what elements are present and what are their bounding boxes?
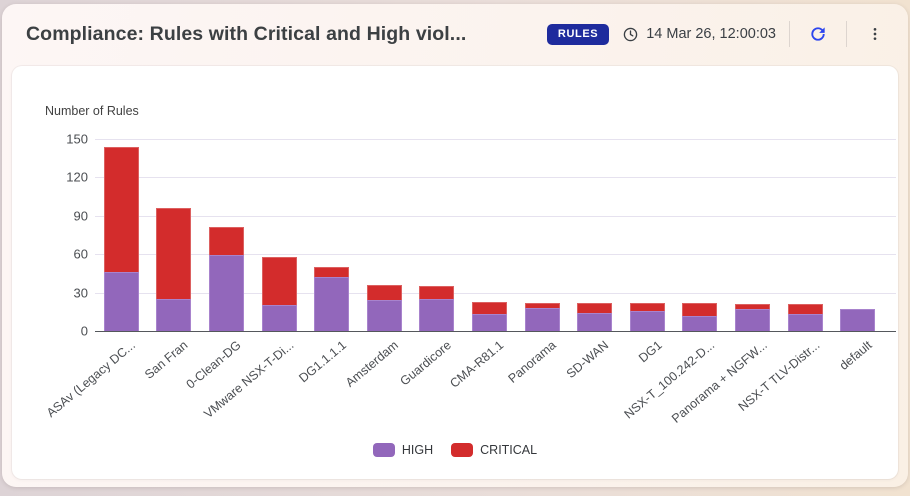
bar-segment-critical[interactable] (209, 227, 244, 256)
timestamp-text: 14 Mar 26, 12:00:03 (646, 26, 776, 42)
x-axis-label-text: DG1.1.1.1 (296, 338, 349, 386)
gridline (95, 215, 896, 217)
y-tick-label: 0 (80, 323, 88, 339)
gridline (95, 177, 896, 179)
y-tick-label: 30 (73, 285, 88, 301)
bar-segment-critical[interactable] (261, 256, 297, 306)
bar-segment-high[interactable] (261, 305, 297, 331)
bar-segment-high[interactable] (577, 313, 613, 331)
bar-segment-high[interactable] (314, 277, 350, 331)
bar-segment-high[interactable] (209, 255, 244, 331)
x-axis-label-text: CMA-R81.1 (447, 338, 507, 391)
x-axis-label-text: SD-WAN (564, 338, 612, 382)
divider (789, 21, 790, 47)
stacked-bar-chart: 0 30 60 90 120 150 ASAv (Legacy DC... San Fran 0… (12, 66, 898, 479)
bar-segment-high[interactable] (787, 314, 823, 331)
widget-title: Compliance: Rules with Critical and High… (26, 22, 467, 45)
bar-segment-high[interactable] (472, 314, 507, 331)
legend-swatch-critical (451, 443, 474, 457)
bar-segment-critical[interactable] (577, 302, 613, 314)
chart-panel: Number of Rules 0 30 60 90 120 150 ASAv (Legac… (12, 66, 898, 479)
x-axis-label-text: San Fran (142, 338, 191, 382)
bar-segment-critical[interactable] (314, 267, 350, 278)
clock-icon (622, 26, 639, 43)
kebab-menu-button[interactable] (860, 19, 890, 49)
y-tick-label: 60 (73, 246, 88, 262)
kebab-menu-icon (867, 25, 883, 43)
x-axis-label-text: Amsterdam (343, 338, 402, 390)
refresh-button[interactable] (803, 19, 833, 49)
widget-card: Compliance: Rules with Critical and High… (2, 4, 908, 487)
rules-badge: RULES (546, 23, 610, 45)
x-axis-label-text: ASAv (Legacy DC... (44, 338, 139, 421)
x-axis-label-text: NSX-T_100.242-D... (621, 338, 717, 422)
x-axis-label-text: Panorama (505, 338, 560, 386)
chart-legend: HIGH CRITICAL (12, 443, 898, 457)
bar-segment-critical[interactable] (156, 208, 192, 299)
x-axis-label-text: default (836, 338, 875, 373)
legend-item-critical[interactable]: CRITICAL (451, 443, 537, 457)
bar-segment-high[interactable] (524, 307, 560, 331)
x-axis-label-text: DG1 (635, 338, 665, 366)
bar-segment-high[interactable] (840, 309, 876, 331)
bar-segment-high[interactable] (419, 299, 455, 331)
bar-segment-critical[interactable] (366, 284, 402, 301)
bar-segment-high[interactable] (629, 310, 665, 331)
x-axis-line (95, 331, 896, 332)
legend-item-high[interactable]: HIGH (372, 443, 434, 457)
y-tick-label: 120 (66, 169, 88, 185)
divider (846, 21, 847, 47)
y-tick-label: 150 (66, 131, 88, 147)
legend-swatch-high (372, 443, 395, 457)
bar-segment-critical[interactable] (524, 302, 560, 308)
bar-segment-high[interactable] (682, 315, 718, 331)
bar-segment-high[interactable] (156, 299, 192, 331)
gridline (95, 139, 896, 140)
bar-segment-critical[interactable] (682, 302, 718, 316)
bar-segment-critical[interactable] (472, 301, 507, 315)
bar-segment-high[interactable] (735, 309, 770, 331)
legend-label: HIGH (401, 443, 434, 457)
y-axis-title: Number of Rules (45, 104, 139, 118)
bar-segment-high[interactable] (103, 272, 139, 331)
bar-segment-critical[interactable] (787, 304, 823, 315)
x-axis-label-text: Panorama + NGFW... (668, 338, 770, 426)
x-axis-label-text: Guardicore (397, 338, 454, 389)
last-updated: 14 Mar 26, 12:00:03 (622, 26, 776, 43)
bar-segment-critical[interactable] (419, 286, 455, 299)
widget-header: Compliance: Rules with Critical and High… (2, 4, 908, 64)
bar-segment-critical[interactable] (629, 302, 665, 311)
legend-label: CRITICAL (480, 443, 538, 457)
y-tick-label: 90 (73, 208, 88, 224)
bar-segment-high[interactable] (366, 300, 402, 331)
gridline (95, 254, 896, 256)
bar-segment-critical[interactable] (103, 146, 139, 273)
refresh-icon (808, 24, 828, 44)
x-axis-label-text: VMware NSX-T-Di... (200, 338, 297, 422)
gridline (95, 292, 896, 294)
header-controls: RULES 14 Mar 26, 12:00:03 (546, 19, 890, 49)
bar-segment-critical[interactable] (735, 304, 770, 310)
